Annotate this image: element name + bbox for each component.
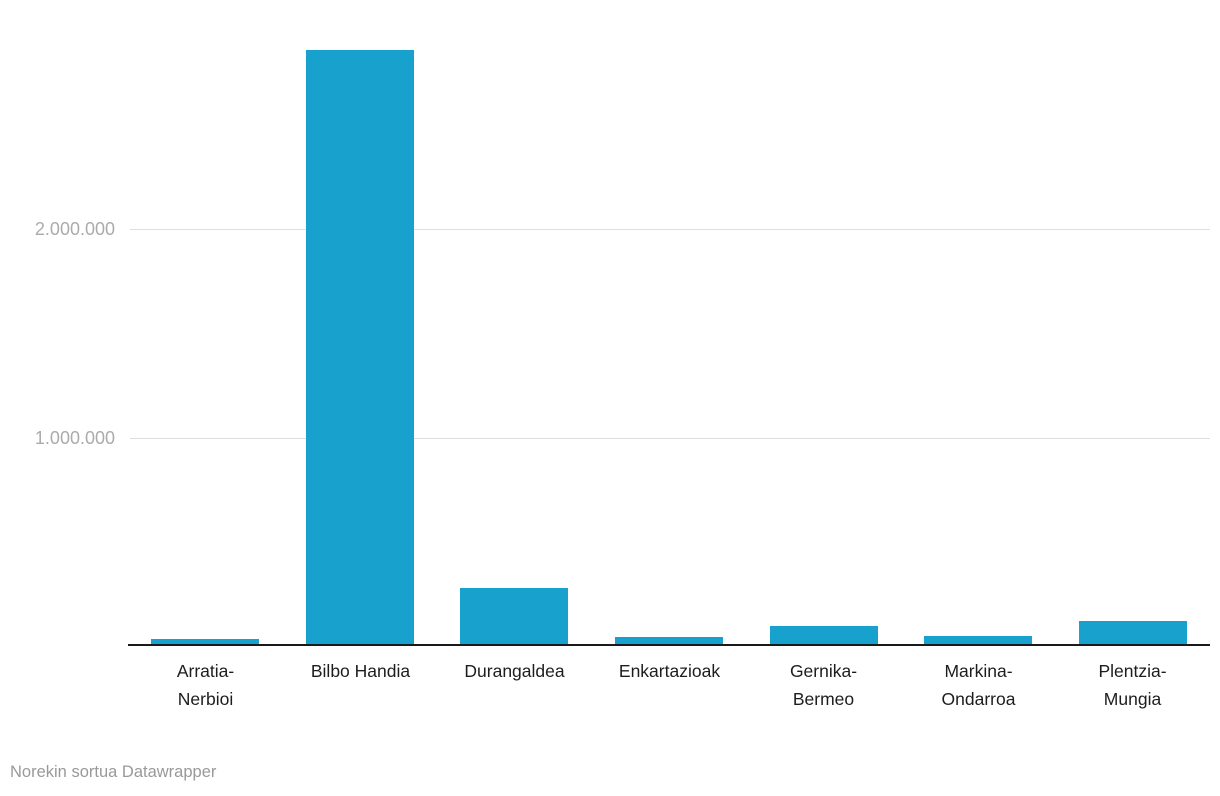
y-tick-label: 1.000.000 (34, 428, 115, 448)
y-tick-label: 2.000.000 (34, 219, 115, 239)
x-axis-label-arratia-nerbioi: Arratia- Nerbioi (176, 661, 235, 709)
bar-arratia-nerbioi (151, 639, 259, 646)
x-axis-labels: Arratia- Nerbioi Bilbo Handia Durangaldea En… (128, 657, 1210, 727)
bar-bilbo-handia (306, 50, 414, 646)
bar-gernika-bermeo (770, 626, 878, 646)
gridline-2-000-000 (130, 229, 1210, 230)
plot-area (128, 0, 1210, 646)
bar-plentzia-mungia (1079, 621, 1187, 646)
x-axis-label-bilbo-handia: Bilbo Handia (310, 661, 411, 681)
x-axis-label-durangaldea: Durangaldea (464, 661, 565, 681)
x-axis-label-markina-ondarroa: Markina- Ondarroa (941, 661, 1016, 709)
x-axis-label-plentzia-mungia: Plentzia- Mungia (1098, 661, 1167, 709)
bar-enkartazioak (615, 637, 723, 646)
bar-markina-ondarroa (924, 636, 1032, 646)
x-axis-label-gernika-bermeo: Gernika- Bermeo (789, 661, 858, 709)
x-axis-label-enkartazioak: Enkartazioak (618, 661, 721, 681)
gridline-1-000-000 (130, 438, 1210, 439)
datawrapper-link[interactable]: Datawrapper (121, 763, 217, 781)
footer-attribution: Norekin sortua Datawrapper (10, 761, 216, 783)
attribution-text: Norekin sortua (10, 763, 118, 781)
x-axis-line (128, 644, 1210, 646)
bar-durangaldea (460, 588, 568, 646)
